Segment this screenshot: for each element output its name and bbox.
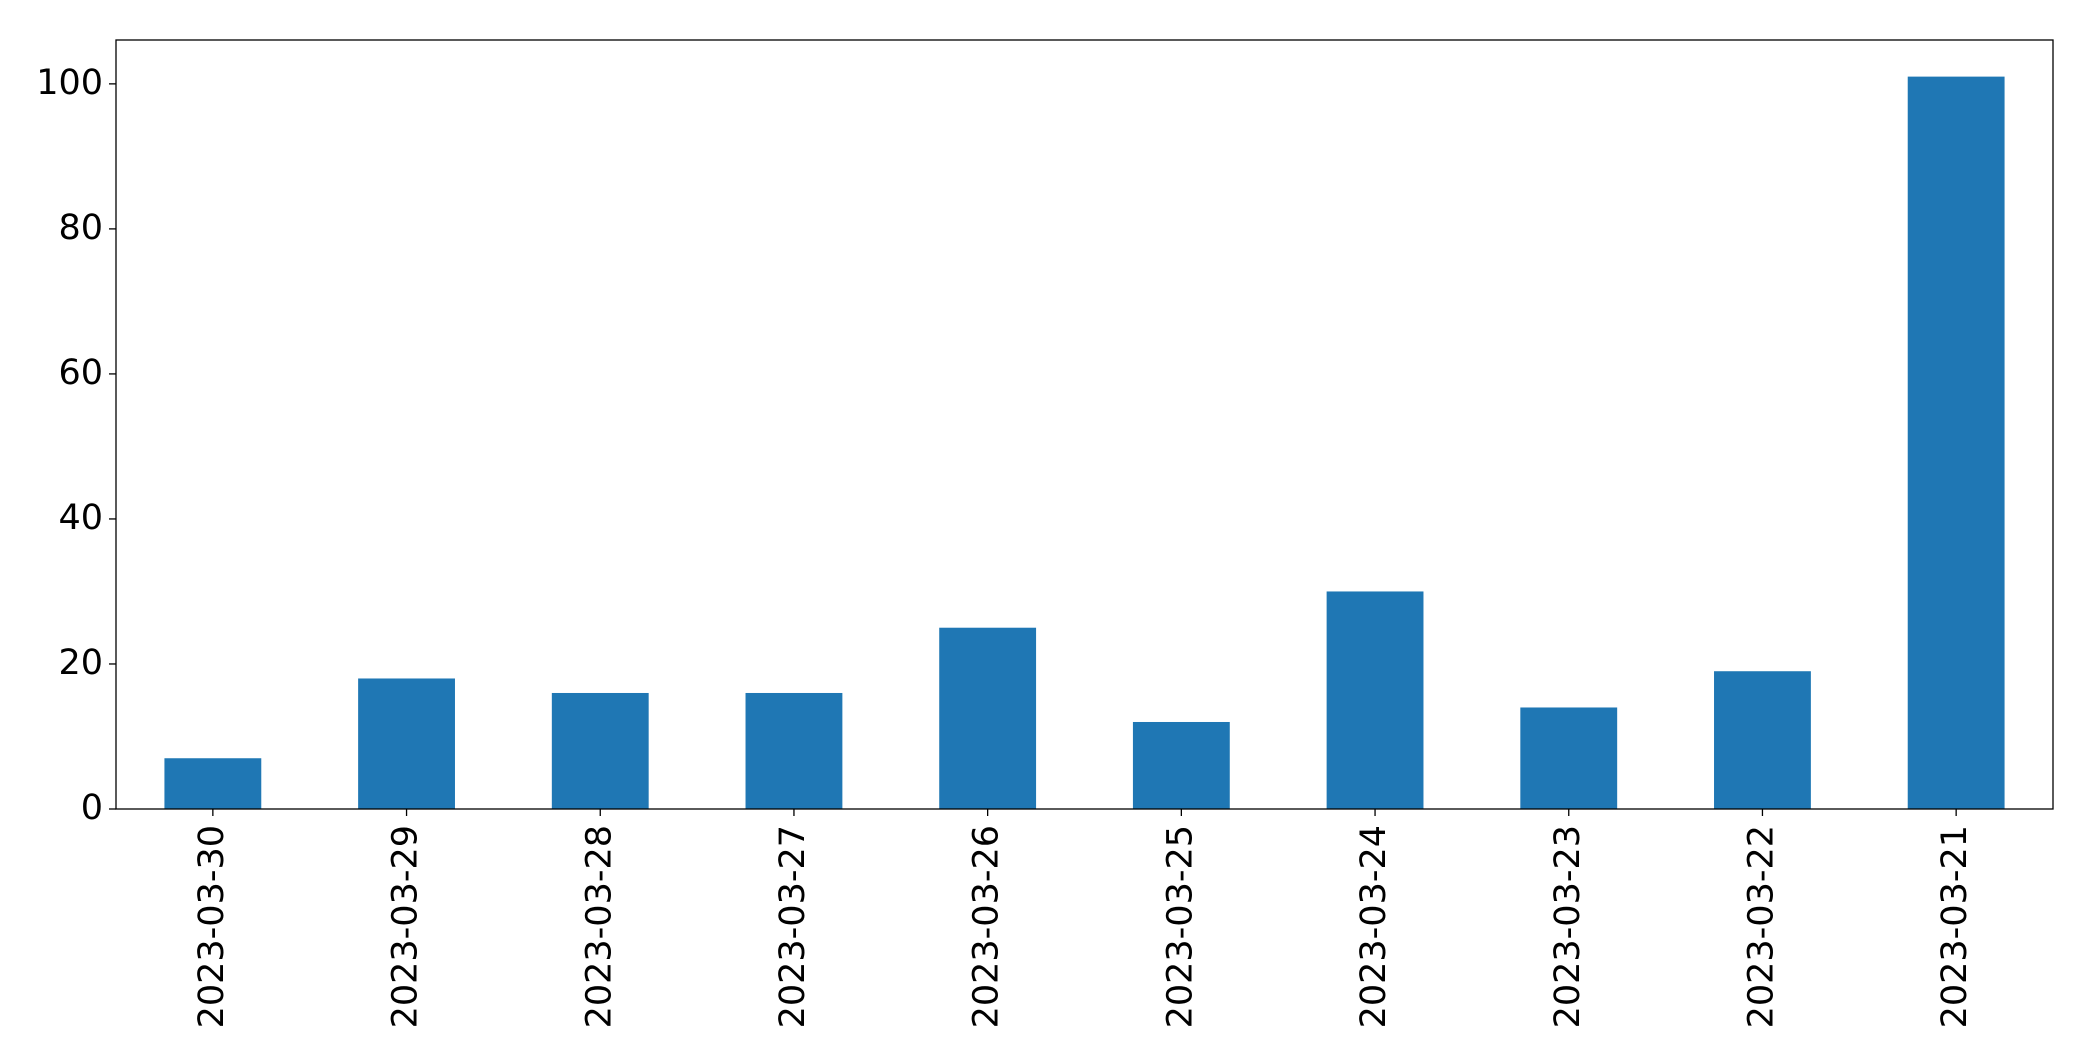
x-tick-label: 2023-03-29 [386,825,426,1028]
bar [164,758,262,809]
x-tick-label: 2023-03-26 [967,825,1007,1028]
x-tick-label: 2023-03-23 [1548,825,1588,1028]
x-tick-label: 2023-03-25 [1160,825,1200,1028]
x-tick-label: 2023-03-27 [773,825,813,1028]
bar [551,692,649,809]
y-tick-label: 80 [58,208,103,248]
y-tick-label: 40 [58,498,103,538]
bar [1520,707,1618,809]
bar [358,678,455,809]
y-tick-label: 60 [58,353,103,393]
plot-frame [115,39,2054,810]
bar [745,692,843,809]
bar [1326,591,1424,809]
bar [1132,721,1230,809]
bar [1907,76,2005,810]
y-tick-label: 100 [36,63,103,103]
y-tick-label: 20 [58,643,103,683]
x-tick-label: 2023-03-30 [192,825,232,1028]
x-tick-label: 2023-03-21 [1935,825,1975,1028]
bar [939,627,1037,809]
x-tick-label: 2023-03-24 [1354,825,1394,1028]
y-tick-label: 0 [81,788,103,828]
x-tick-label: 2023-03-28 [579,825,619,1028]
x-tick-label: 2023-03-22 [1741,825,1781,1028]
bar [1714,671,1811,809]
